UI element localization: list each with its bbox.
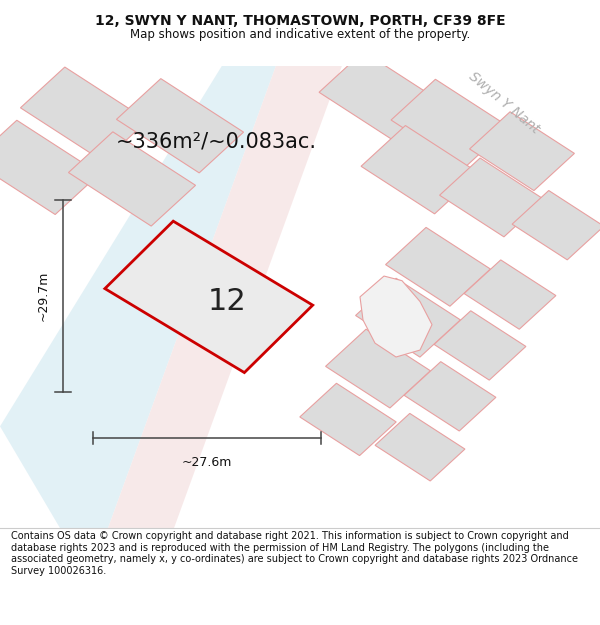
Polygon shape [356, 278, 460, 357]
Text: ~29.7m: ~29.7m [37, 271, 50, 321]
Polygon shape [20, 67, 148, 161]
Polygon shape [361, 126, 479, 214]
Text: Swyn Y Nant: Swyn Y Nant [466, 69, 542, 136]
Polygon shape [108, 66, 342, 528]
Polygon shape [434, 311, 526, 380]
Polygon shape [68, 132, 196, 226]
Text: Map shows position and indicative extent of the property.: Map shows position and indicative extent… [130, 28, 470, 41]
Polygon shape [116, 79, 244, 173]
Polygon shape [319, 51, 437, 140]
Polygon shape [105, 221, 313, 372]
Text: Contains OS data © Crown copyright and database right 2021. This information is : Contains OS data © Crown copyright and d… [11, 531, 578, 576]
Polygon shape [470, 112, 574, 191]
Polygon shape [440, 158, 544, 237]
Polygon shape [512, 191, 600, 260]
Text: 12, SWYN Y NANT, THOMASTOWN, PORTH, CF39 8FE: 12, SWYN Y NANT, THOMASTOWN, PORTH, CF39… [95, 14, 505, 28]
Polygon shape [375, 413, 465, 481]
Text: 12: 12 [208, 287, 246, 316]
Polygon shape [391, 79, 509, 168]
Polygon shape [386, 228, 490, 306]
Polygon shape [404, 362, 496, 431]
Text: ~336m²/~0.083ac.: ~336m²/~0.083ac. [115, 132, 317, 152]
Polygon shape [464, 260, 556, 329]
Polygon shape [0, 66, 276, 528]
Polygon shape [0, 120, 100, 214]
Polygon shape [326, 329, 430, 408]
Polygon shape [360, 276, 432, 357]
Polygon shape [300, 383, 396, 456]
Text: ~27.6m: ~27.6m [182, 456, 232, 469]
